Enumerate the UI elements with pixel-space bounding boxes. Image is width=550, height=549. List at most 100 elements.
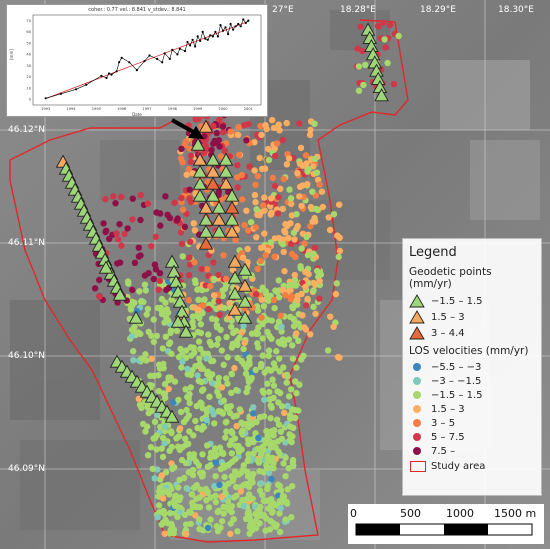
los-point (136, 288, 143, 295)
legend-label: 3 – 4.4 (431, 327, 465, 339)
los-point (280, 236, 287, 243)
los-point (192, 503, 199, 510)
los-point (159, 453, 167, 461)
los-point (198, 378, 205, 386)
legend-label: 5 – 7.5 (431, 431, 465, 443)
los-point (288, 438, 295, 446)
los-point (287, 313, 294, 321)
los-point (285, 155, 293, 162)
x-tick-label: 1995 (92, 107, 101, 111)
los-point (228, 389, 235, 397)
los-point (190, 344, 197, 351)
los-point (130, 357, 137, 364)
los-point (135, 244, 142, 251)
data-point (115, 70, 118, 73)
los-point (158, 295, 166, 303)
data-point (186, 40, 189, 44)
los-point (245, 491, 253, 498)
los-point (270, 465, 277, 472)
los-point (224, 354, 231, 361)
y-axis-label: [mm] (9, 49, 14, 60)
los-point (186, 399, 193, 407)
los-point (189, 323, 197, 330)
los-point (232, 483, 240, 491)
los-point (142, 287, 150, 294)
los-point (330, 323, 337, 330)
scale-label: 1000 (446, 507, 474, 520)
series-line (45, 18, 249, 99)
scale-bar: 0 500 1000 1500 m (348, 504, 544, 544)
los-point (128, 298, 136, 305)
los-point (312, 205, 320, 213)
data-point (75, 88, 78, 91)
los-point (171, 464, 178, 471)
los-point (258, 480, 265, 487)
los-point (195, 338, 203, 345)
los-point (272, 152, 279, 160)
los-point (294, 169, 301, 177)
los-point (236, 334, 243, 341)
los-point (275, 121, 282, 128)
los-point (274, 210, 281, 217)
los-point (234, 184, 241, 191)
los-point (390, 80, 398, 88)
los-point (335, 253, 342, 261)
los-point (205, 504, 213, 511)
los-point (223, 375, 230, 382)
los-point (173, 217, 181, 224)
los-point (253, 234, 260, 241)
los-point (157, 210, 164, 217)
los-point (221, 484, 228, 492)
los-point (257, 450, 265, 458)
los-point (151, 418, 159, 425)
legend-item-los: 3 – 5 (409, 416, 535, 430)
los-point (210, 292, 218, 299)
los-point (275, 277, 282, 284)
los-point (284, 402, 291, 410)
los-point (96, 276, 103, 284)
los-point (201, 296, 208, 303)
los-point (253, 291, 260, 298)
los-point (333, 280, 340, 287)
geodetic-point (227, 302, 243, 316)
los-point (198, 265, 205, 273)
study-area-boundary[interactable] (9, 19, 409, 543)
los-point (208, 342, 215, 349)
los-point (354, 45, 361, 52)
los-point (197, 345, 204, 353)
geodetic-point (164, 409, 180, 423)
los-point (160, 365, 167, 372)
los-point (223, 504, 230, 511)
los-point (157, 423, 164, 430)
los-point (302, 326, 310, 333)
los-point (210, 122, 217, 130)
los-point (204, 368, 211, 375)
geodetic-point (237, 310, 253, 324)
data-point (189, 44, 192, 47)
los-point (131, 323, 138, 331)
los-point (299, 312, 306, 319)
los-point (163, 314, 170, 322)
los-point (267, 402, 274, 409)
los-point (336, 234, 343, 241)
los-point (276, 528, 284, 536)
data-point (204, 37, 207, 40)
los-point (246, 163, 253, 170)
los-point (186, 186, 193, 193)
los-point (302, 283, 309, 291)
los-point (166, 214, 174, 222)
los-point (281, 267, 288, 275)
x-tick-label: 1994 (66, 107, 76, 111)
los-point (271, 304, 278, 312)
los-point (116, 221, 123, 228)
los-point (262, 515, 270, 522)
data-point (216, 35, 219, 38)
los-point (305, 165, 312, 173)
los-point (275, 421, 283, 428)
data-point (85, 83, 88, 86)
los-point (307, 126, 314, 134)
x-tick-label: 1998 (168, 107, 178, 111)
legend-label: −5.5 – −3 (431, 361, 482, 373)
legend-title: Legend (409, 245, 457, 260)
los-point (200, 350, 207, 357)
